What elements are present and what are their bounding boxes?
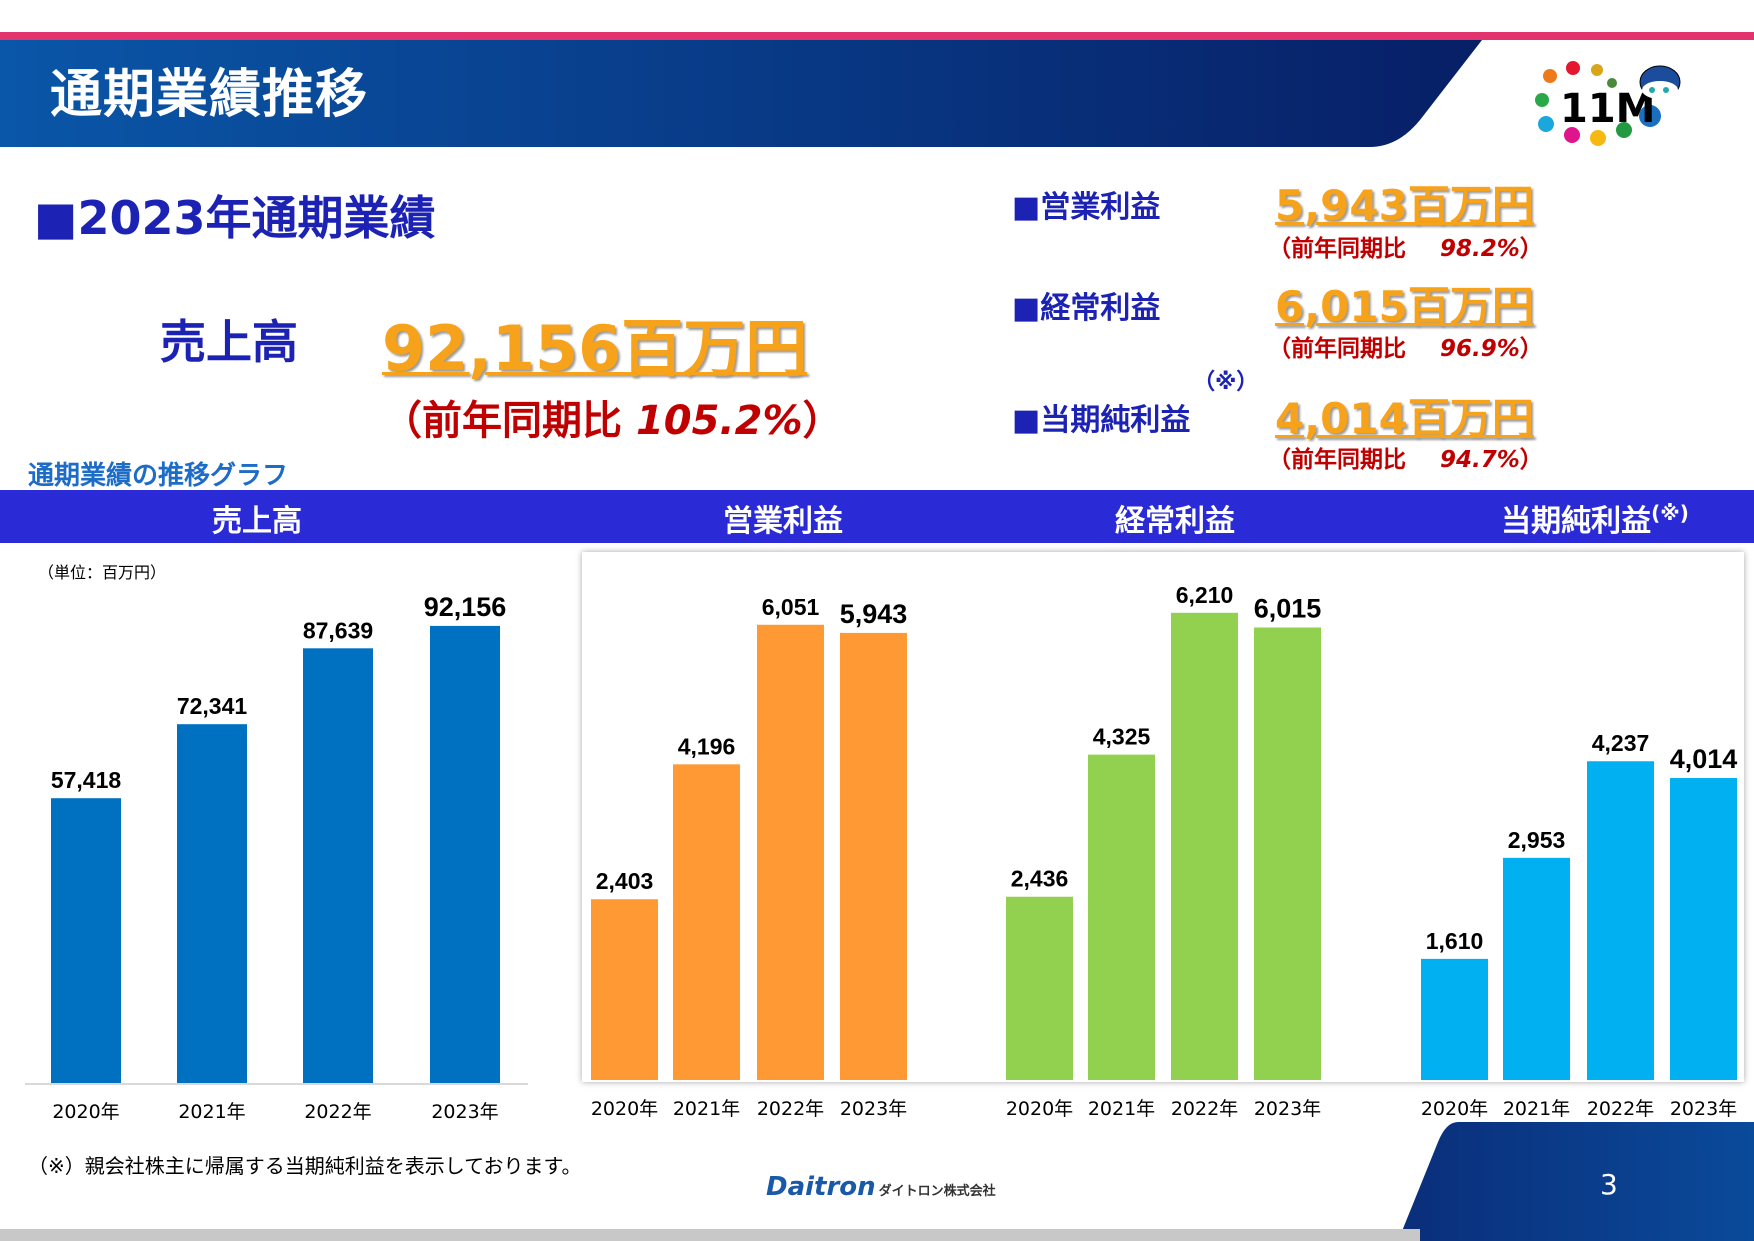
data-label-net-1: 2,953 bbox=[1508, 827, 1566, 853]
data-label-operating-2: 6,051 bbox=[762, 594, 820, 620]
data-label-ordinary-3: 6,015 bbox=[1254, 593, 1322, 623]
sales-yoy: （前年同期比 105.2%） bbox=[382, 398, 843, 444]
section-title: ■2023年通期業績 bbox=[34, 191, 436, 245]
bar-sales-0 bbox=[51, 798, 121, 1083]
bottom-bar bbox=[0, 1229, 1420, 1241]
kpi-label-net: ■当期純利益 bbox=[1012, 403, 1191, 438]
x-tick-operating-1: 2021年 bbox=[673, 1098, 740, 1120]
bar-ordinary-3 bbox=[1254, 627, 1321, 1080]
band-header-net: 当期純利益(※) bbox=[1501, 501, 1689, 539]
data-label-ordinary-1: 4,325 bbox=[1093, 724, 1151, 750]
kpi-yoy-net: （前年同期比 94.7%） bbox=[1268, 447, 1543, 473]
bar-net-1 bbox=[1503, 857, 1570, 1080]
bar-net-0 bbox=[1421, 958, 1488, 1080]
data-label-ordinary-0: 2,436 bbox=[1011, 866, 1069, 892]
x-tick-net-0: 2020年 bbox=[1421, 1098, 1488, 1120]
page-title: 通期業績推移 bbox=[50, 65, 369, 125]
sales-value: 92,156百万円 bbox=[382, 312, 808, 385]
data-label-operating-1: 4,196 bbox=[678, 733, 736, 759]
data-label-operating-0: 2,403 bbox=[596, 868, 654, 894]
graph-section-title: 通期業績の推移グラフ bbox=[28, 461, 289, 491]
data-label-net-0: 1,610 bbox=[1426, 928, 1484, 954]
data-label-sales-1: 72,341 bbox=[177, 693, 248, 719]
kpi-value-ordinary: 6,015百万円 bbox=[1275, 282, 1534, 331]
kpi-yoy-operating: （前年同期比 98.2%） bbox=[1268, 236, 1543, 262]
kpi-value-net: 4,014百万円 bbox=[1275, 394, 1534, 443]
note-mark: （※） bbox=[1193, 370, 1259, 395]
svg-text:11M: 11M bbox=[1560, 86, 1655, 132]
x-tick-ordinary-3: 2023年 bbox=[1254, 1098, 1321, 1120]
bar-ordinary-2 bbox=[1171, 612, 1238, 1080]
x-tick-operating-2: 2022年 bbox=[757, 1098, 824, 1120]
kpi-label-ordinary: ■経常利益 bbox=[1012, 291, 1161, 326]
bar-net-2 bbox=[1587, 761, 1654, 1080]
bar-operating-2 bbox=[757, 624, 824, 1080]
x-tick-sales-2: 2022年 bbox=[304, 1101, 371, 1123]
x-tick-operating-0: 2020年 bbox=[591, 1098, 658, 1120]
x-tick-ordinary-0: 2020年 bbox=[1006, 1098, 1073, 1120]
data-label-operating-3: 5,943 bbox=[840, 599, 908, 629]
bar-sales-1 bbox=[177, 724, 247, 1083]
x-tick-sales-1: 2021年 bbox=[178, 1101, 245, 1123]
footnote: （※）親会社株主に帰属する当期純利益を表示しております。 bbox=[28, 1154, 582, 1178]
band-header-ordinary: 経常利益 bbox=[1115, 504, 1235, 539]
unit-label: （単位：百万円） bbox=[38, 563, 167, 582]
bar-operating-0 bbox=[591, 899, 658, 1080]
top-accent-line bbox=[0, 32, 1754, 40]
company-logo: Daitron ダイトロン株式会社 bbox=[766, 1172, 996, 1202]
kpi-label-operating: ■営業利益 bbox=[1012, 190, 1161, 225]
chart-header-band bbox=[0, 490, 1754, 543]
x-tick-net-3: 2023年 bbox=[1670, 1098, 1737, 1120]
bar-sales-2 bbox=[303, 648, 373, 1083]
band-header-operating: 営業利益 bbox=[723, 504, 843, 539]
sales-label: 売上高 bbox=[160, 315, 298, 369]
x-tick-sales-3: 2023年 bbox=[431, 1101, 498, 1123]
company-mascot-logo: 11M bbox=[1535, 61, 1681, 146]
header-banner bbox=[0, 40, 1482, 147]
data-label-net-3: 4,014 bbox=[1670, 744, 1738, 774]
data-label-sales-0: 57,418 bbox=[51, 767, 122, 793]
data-label-ordinary-2: 6,210 bbox=[1176, 582, 1234, 608]
data-label-net-2: 4,237 bbox=[1592, 730, 1650, 756]
band-header-sales: 売上高 bbox=[212, 504, 302, 539]
sales-axis-line bbox=[25, 1083, 528, 1085]
x-tick-net-1: 2021年 bbox=[1503, 1098, 1570, 1120]
kpi-yoy-ordinary: （前年同期比 96.9%） bbox=[1268, 336, 1543, 362]
x-tick-sales-0: 2020年 bbox=[52, 1101, 119, 1123]
data-label-sales-2: 87,639 bbox=[303, 617, 373, 643]
bar-operating-3 bbox=[840, 632, 907, 1080]
x-tick-net-2: 2022年 bbox=[1587, 1098, 1654, 1120]
bar-net-3 bbox=[1670, 778, 1737, 1080]
bar-ordinary-1 bbox=[1088, 754, 1155, 1080]
bar-sales-3 bbox=[430, 625, 500, 1083]
x-tick-ordinary-1: 2021年 bbox=[1088, 1098, 1155, 1120]
x-tick-ordinary-2: 2022年 bbox=[1171, 1098, 1238, 1120]
kpi-value-operating: 5,943百万円 bbox=[1275, 181, 1534, 230]
footer-corner-shape bbox=[1398, 1122, 1754, 1241]
bar-operating-1 bbox=[673, 764, 740, 1080]
page-number: 3 bbox=[1600, 1168, 1618, 1201]
bar-ordinary-0 bbox=[1006, 896, 1073, 1080]
x-tick-operating-3: 2023年 bbox=[840, 1098, 907, 1120]
data-label-sales-3: 92,156 bbox=[424, 592, 507, 622]
